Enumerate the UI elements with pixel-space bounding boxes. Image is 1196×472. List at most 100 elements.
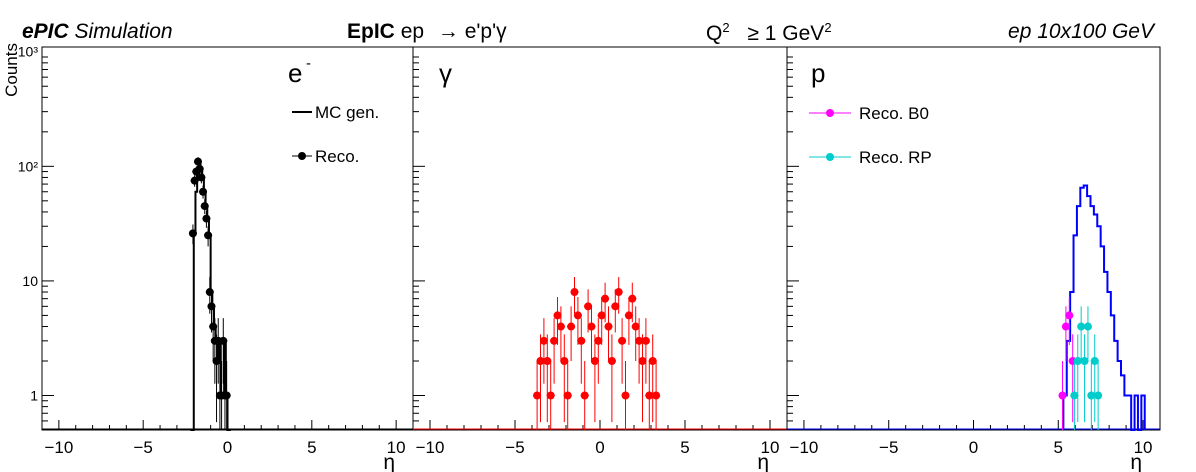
panel-gamma: −10 −5 0 5 10η γ bbox=[412, 46, 788, 472]
data-point bbox=[543, 357, 552, 366]
x-tick-label: 5 bbox=[307, 438, 316, 457]
data-point bbox=[652, 391, 661, 400]
data-point bbox=[193, 157, 202, 166]
data-point bbox=[621, 391, 630, 400]
data-point bbox=[618, 336, 627, 345]
data-point bbox=[1073, 357, 1082, 366]
legend-marker-swatch bbox=[298, 152, 306, 160]
data-point bbox=[570, 288, 579, 297]
q2-symbol: Q bbox=[706, 22, 723, 45]
x-tick-label: 10 bbox=[761, 438, 780, 457]
energy-value: ep 10x100 GeV bbox=[1008, 20, 1154, 43]
data-point bbox=[188, 229, 197, 238]
series-gamma bbox=[413, 276, 787, 430]
data-point bbox=[219, 336, 228, 345]
data-point bbox=[195, 164, 204, 173]
series-reco- bbox=[188, 157, 231, 430]
data-point bbox=[594, 336, 603, 345]
data-point bbox=[1061, 322, 1070, 331]
data-point bbox=[611, 302, 620, 311]
data-point bbox=[587, 322, 596, 331]
data-point bbox=[635, 336, 644, 345]
series-p bbox=[787, 184, 1160, 431]
series-reco-rp bbox=[1070, 306, 1103, 430]
data-point bbox=[607, 357, 616, 366]
q2-cut-power: 2 bbox=[824, 20, 832, 35]
panel-frame bbox=[786, 46, 1161, 431]
data-point bbox=[546, 391, 555, 400]
data-point bbox=[590, 357, 599, 366]
data-point bbox=[560, 357, 569, 366]
data-point bbox=[577, 336, 586, 345]
series-mc-gen- bbox=[42, 160, 413, 431]
experiment-label: ePIC Simulation bbox=[22, 20, 173, 44]
data-point bbox=[597, 311, 606, 320]
particle-label-charge: - bbox=[306, 55, 311, 72]
data-point bbox=[1080, 357, 1089, 366]
q2-cut-value: ≥ 1 GeV bbox=[747, 22, 825, 45]
x-tick-label: −5 bbox=[879, 438, 898, 457]
data-point bbox=[631, 322, 640, 331]
x-tick-label: −10 bbox=[790, 438, 819, 457]
particle-label: e bbox=[288, 58, 302, 88]
data-point bbox=[1083, 322, 1092, 331]
legend: Reco. B0 Reco. RP bbox=[809, 104, 932, 167]
legend-label: MC gen. bbox=[315, 103, 379, 122]
data-point bbox=[1087, 391, 1096, 400]
data-point bbox=[604, 322, 613, 331]
x-tick-label: −10 bbox=[44, 438, 73, 457]
data-point bbox=[190, 176, 199, 185]
data-point bbox=[648, 357, 657, 366]
data-point bbox=[628, 294, 637, 303]
data-point bbox=[584, 302, 593, 311]
y-tick-label: 10² bbox=[18, 158, 39, 174]
data-point bbox=[202, 214, 211, 223]
x-tick-label: 5 bbox=[1054, 438, 1063, 457]
data-point bbox=[601, 294, 610, 303]
data-point bbox=[1090, 357, 1099, 366]
data-point bbox=[539, 336, 548, 345]
data-point bbox=[200, 202, 209, 211]
y-tick-label: 10³ bbox=[18, 44, 39, 60]
process-label: EpIC ep → e'p'γ bbox=[347, 20, 507, 44]
x-tick-label: 5 bbox=[680, 438, 689, 457]
data-point bbox=[536, 357, 545, 366]
data-point bbox=[1094, 391, 1103, 400]
beam-energy-label: ep 10x100 GeV bbox=[1008, 20, 1154, 44]
data-point bbox=[624, 311, 633, 320]
particle-label: γ bbox=[439, 58, 452, 88]
panel-p: −10 −5 0 5 10η p Reco. B0 Reco. RP bbox=[786, 46, 1161, 472]
data-point bbox=[205, 288, 214, 297]
data-point bbox=[573, 311, 582, 320]
x-tick-label: 10 bbox=[387, 438, 406, 457]
data-point bbox=[204, 231, 213, 240]
generator-label: EpIC bbox=[347, 20, 395, 43]
panel-frame bbox=[412, 46, 788, 431]
data-point bbox=[638, 357, 647, 366]
x-tick-label: 0 bbox=[595, 438, 604, 457]
data-point bbox=[553, 311, 562, 320]
data-point bbox=[550, 336, 559, 345]
data-point bbox=[1077, 322, 1086, 331]
x-tick-label: −5 bbox=[133, 438, 152, 457]
x-tick-label: 10 bbox=[1134, 438, 1153, 457]
simulation-label: Simulation bbox=[74, 20, 173, 43]
data-point bbox=[207, 302, 216, 311]
legend-label: Reco. RP bbox=[859, 148, 932, 167]
x-tick-label: 0 bbox=[969, 438, 978, 457]
reaction-label: → e'p'γ bbox=[437, 20, 507, 43]
data-point bbox=[580, 391, 589, 400]
x-axis-label: η bbox=[757, 451, 769, 472]
data-point bbox=[1070, 391, 1079, 400]
data-point bbox=[212, 357, 221, 366]
data-point bbox=[645, 391, 654, 400]
legend-label: Reco. bbox=[315, 147, 359, 166]
y-tick-label: 10 bbox=[22, 273, 38, 289]
data-point bbox=[199, 187, 208, 196]
data-point bbox=[614, 288, 623, 297]
particle-label: p bbox=[811, 58, 825, 88]
y-tick-label: 1 bbox=[30, 388, 38, 404]
legend-marker-swatch bbox=[826, 109, 834, 117]
